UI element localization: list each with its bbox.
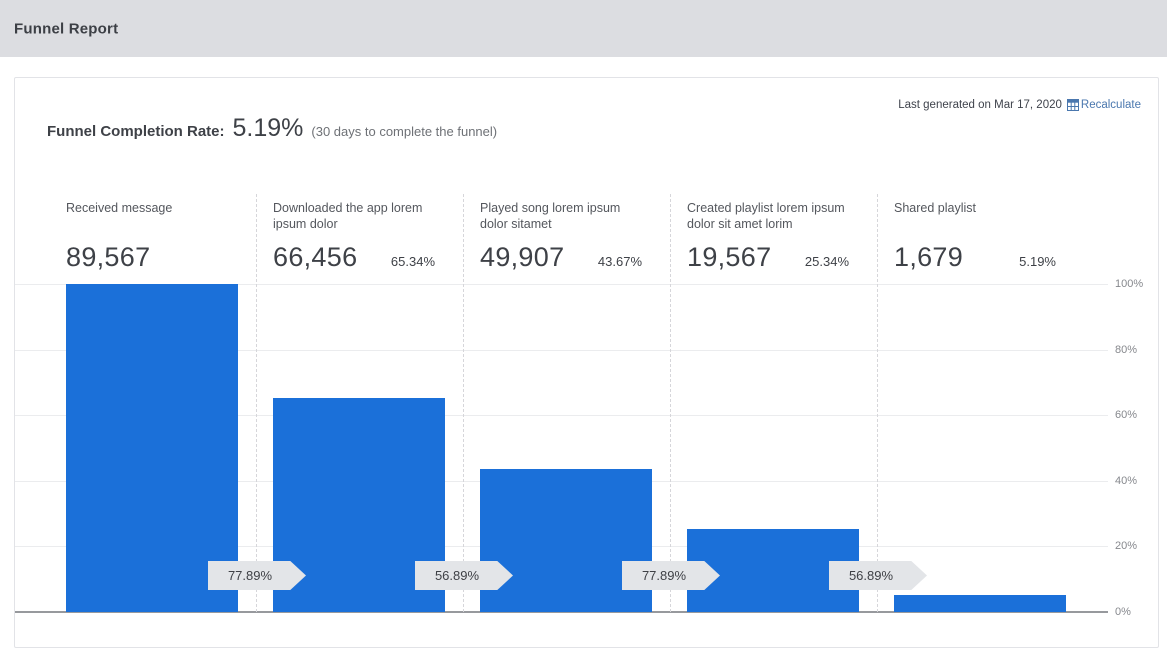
app-header-band: Funnel Report — [0, 0, 1167, 57]
completion-rate-label: Funnel Completion Rate: — [47, 123, 225, 140]
x-axis-line — [15, 611, 1108, 613]
stage-conversion-pct: 43.67% — [597, 254, 642, 269]
stage-count: 49,907 — [480, 242, 565, 272]
stage-label: Received message — [66, 201, 173, 215]
transition-rate-badge: 77.89% — [622, 561, 720, 590]
funnel-stage-header: Shared playlist 1,679 5.19% — [894, 200, 1084, 273]
stage-label: Downloaded the app lorem ipsum dolor — [273, 201, 423, 231]
funnel-bar[interactable] — [480, 468, 652, 612]
stage-label: Played song lorem ipsum dolor sitamet — [480, 201, 621, 231]
y-axis-tick-label: 60% — [1115, 409, 1138, 422]
stage-numbers-row: 49,907 43.67% — [480, 242, 670, 273]
y-axis-tick-label: 20% — [1115, 540, 1138, 553]
stage-divider-line — [463, 194, 464, 612]
stage-conversion-pct: 25.34% — [804, 254, 849, 269]
stage-conversion-pct: 65.34% — [390, 254, 435, 269]
stage-divider-line — [877, 194, 878, 612]
last-generated-text: Last generated on Mar 17, 2020 — [898, 99, 1062, 111]
report-meta: Last generated on Mar 17, 2020 Recalcula… — [898, 99, 1141, 111]
y-axis-tick-label: 0% — [1115, 606, 1131, 618]
y-axis-tick-label: 40% — [1115, 474, 1138, 487]
y-axis-tick-label: 100% — [1115, 278, 1144, 290]
funnel-stage-header: Downloaded the app lorem ipsum dolor 66,4… — [273, 200, 463, 273]
funnel-stage-header: Created playlist lorem ipsum dolor sit a… — [687, 200, 877, 273]
stage-conversion-pct: 5.19% — [1019, 254, 1056, 269]
stage-numbers-row: 19,567 25.34% — [687, 242, 877, 273]
funnel-stage-header: Received message 89,567 — [66, 200, 256, 273]
calculator-grid-icon — [1066, 99, 1079, 111]
y-axis-tick-label: 80% — [1115, 343, 1138, 356]
stage-numbers-row: 1,679 5.19% — [894, 242, 1084, 273]
stage-numbers-row: 66,456 65.34% — [273, 242, 463, 273]
completion-rate-value: 5.19% — [232, 114, 304, 142]
funnel-bar[interactable] — [66, 284, 238, 612]
funnel-chart: 100% 80% 60% 40% 20% 0% Received message 89,567… — [15, 78, 1158, 647]
gridline — [15, 284, 1108, 285]
stage-divider-line — [256, 194, 257, 612]
transition-rate-badge: 56.89% — [829, 561, 927, 590]
stage-divider-line — [670, 194, 671, 612]
stage-numbers-row: 89,567 — [66, 242, 256, 273]
stage-label: Shared playlist — [894, 201, 976, 215]
recalculate-label: Recalculate — [1080, 99, 1141, 111]
stage-count: 1,679 — [894, 242, 964, 272]
stage-count: 19,567 — [687, 242, 772, 272]
gridline — [15, 349, 1108, 351]
page-title: Funnel Report — [14, 20, 119, 37]
funnel-bar[interactable] — [894, 594, 1066, 612]
recalculate-button[interactable]: Recalculate — [1066, 99, 1141, 111]
stage-count: 66,456 — [273, 242, 358, 272]
transition-rate-badge: 56.89% — [415, 561, 513, 590]
completion-rate-note: (30 days to complete the funnel) — [311, 124, 498, 139]
funnel-report-card: Last generated on Mar 17, 2020 Recalcula… — [14, 77, 1159, 648]
completion-rate-row: Funnel Completion Rate: 5.19% (30 days t… — [47, 114, 497, 143]
funnel-stage-header: Played song lorem ipsum dolor sitamet 49,… — [480, 200, 670, 273]
transition-rate-badge: 77.89% — [208, 561, 306, 590]
gridline — [15, 415, 1108, 417]
stage-count: 89,567 — [66, 242, 151, 272]
stage-label: Created playlist lorem ipsum dolor sit a… — [687, 201, 845, 231]
